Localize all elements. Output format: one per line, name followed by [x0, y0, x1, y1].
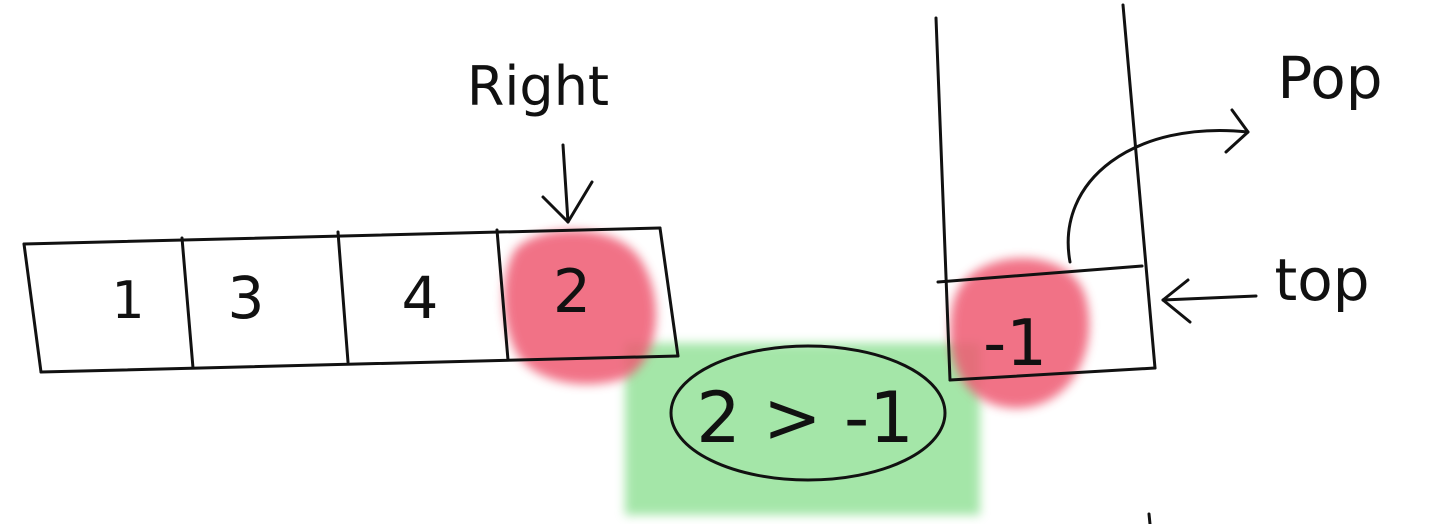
comparison-text: 2 > -1 — [696, 377, 914, 459]
right-pointer-label: Right — [467, 55, 609, 118]
array-cell-value: 4 — [402, 264, 439, 332]
array-divider — [180, 236, 195, 370]
comparison-highlight — [625, 343, 980, 515]
right-pointer-arrow — [541, 143, 594, 224]
pop-label: Pop — [1277, 44, 1382, 112]
stack-top-highlight — [950, 258, 1090, 409]
array-cell-value: 2 — [553, 257, 591, 327]
array-cell-value: 3 — [228, 264, 265, 332]
array-divider — [336, 230, 350, 364]
array-outline — [22, 226, 680, 374]
array-cell-value: 1 — [111, 271, 144, 331]
stack-top-value: -1 — [983, 307, 1047, 381]
array-divider — [495, 228, 510, 362]
array-cell-highlight — [503, 230, 657, 385]
stack-outline — [934, 3, 1157, 382]
stack-slot-divider — [936, 264, 1144, 284]
comparison-ellipse — [669, 344, 947, 482]
stack-bottom — [948, 366, 1157, 382]
top-label: top — [1274, 246, 1369, 314]
pen-mark — [1147, 512, 1152, 524]
top-arrow — [1161, 278, 1258, 324]
pop-arrow — [1066, 108, 1250, 264]
